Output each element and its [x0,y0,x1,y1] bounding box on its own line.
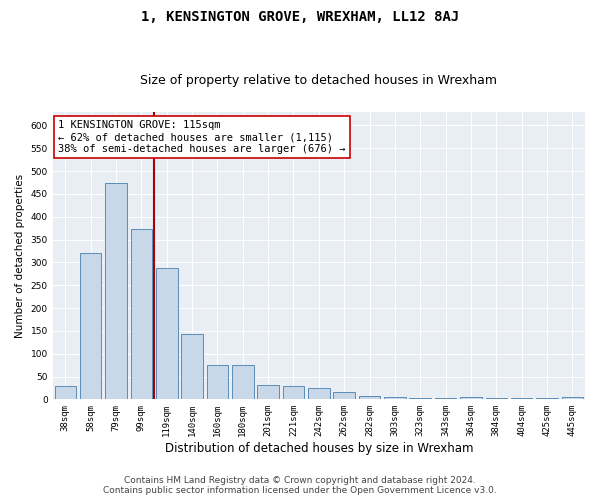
Bar [55,386,76,400]
Bar [80,254,101,400]
Bar [485,398,507,400]
Bar [156,268,178,400]
Bar [562,397,583,400]
Text: 1 KENSINGTON GROVE: 115sqm
← 62% of detached houses are smaller (1,115)
38% of s: 1 KENSINGTON GROVE: 115sqm ← 62% of deta… [58,120,346,154]
Bar [384,397,406,400]
Bar [131,229,152,400]
Bar [460,397,482,400]
Bar [206,365,228,400]
Bar [308,388,329,400]
Title: Size of property relative to detached houses in Wrexham: Size of property relative to detached ho… [140,74,497,87]
Text: 1, KENSINGTON GROVE, WREXHAM, LL12 8AJ: 1, KENSINGTON GROVE, WREXHAM, LL12 8AJ [141,10,459,24]
Text: Contains HM Land Registry data © Crown copyright and database right 2024.
Contai: Contains HM Land Registry data © Crown c… [103,476,497,495]
Bar [409,398,431,400]
Bar [105,184,127,400]
Y-axis label: Number of detached properties: Number of detached properties [15,174,25,338]
Bar [334,392,355,400]
Bar [536,398,558,400]
Bar [181,334,203,400]
Bar [359,396,380,400]
Bar [283,386,304,400]
Bar [435,398,457,400]
X-axis label: Distribution of detached houses by size in Wrexham: Distribution of detached houses by size … [164,442,473,455]
Bar [232,365,254,400]
Bar [511,398,532,400]
Bar [257,384,279,400]
